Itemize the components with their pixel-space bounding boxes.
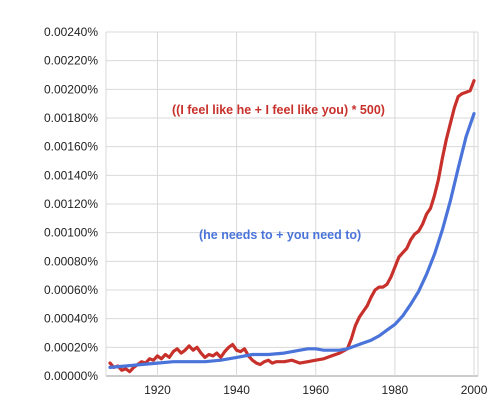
x-tick-label: 1980 [382,383,409,397]
y-tick-label: 0.00120% [44,197,98,211]
series-lines [108,79,476,374]
y-axis-tick-labels: 0.00000% 0.00020% 0.00040% 0.00060% 0.00080%… [44,25,98,383]
x-tick-label: 1940 [223,383,250,397]
y-tick-label: 0.00140% [44,168,98,182]
y-tick-label: 0.00240% [44,25,98,39]
y-tick-label: 0.00060% [44,283,98,297]
x-axis-tick-labels: 1920 1940 1960 1980 2000 [144,383,488,397]
y-tick-label: 0.00100% [44,226,98,240]
y-tick-label: 0.00080% [44,254,98,268]
series-label-i-feel-like: ((I feel like he + I feel like you) * 50… [172,103,385,117]
series-line-1 [108,112,476,369]
x-tick-label: 1920 [144,383,171,397]
series-label-need-to: (he needs to + you need to) [199,228,361,242]
y-tick-label: 0.00200% [44,82,98,96]
y-tick-label: 0.00040% [44,312,98,326]
series-line-0 [108,79,476,374]
y-tick-label: 0.00020% [44,340,98,354]
x-tick-label: 1960 [302,383,329,397]
y-tick-label: 0.00160% [44,140,98,154]
x-tick-label: 2000 [461,383,488,397]
y-tick-label: 0.00000% [44,369,98,383]
y-tick-label: 0.00180% [44,111,98,125]
grid-lines [105,31,479,377]
y-tick-label: 0.00220% [44,54,98,68]
